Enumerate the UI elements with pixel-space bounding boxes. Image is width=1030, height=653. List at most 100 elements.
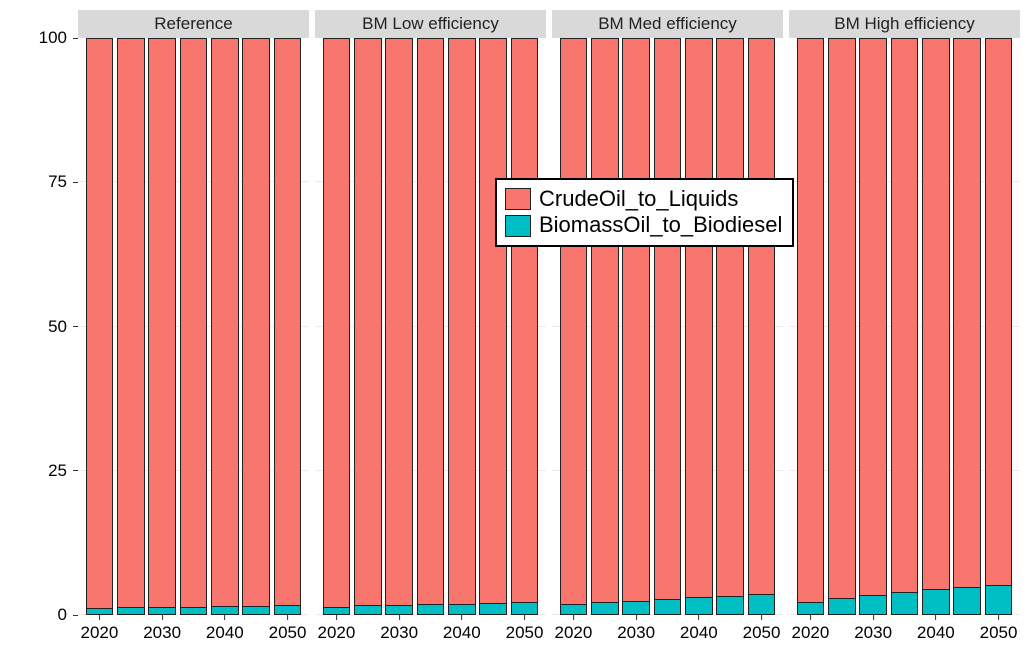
bar-segment-biomass: [654, 600, 682, 615]
bar-segment-biomass: [953, 588, 981, 615]
bar-slot: [352, 38, 383, 615]
bar-segment-crude: [985, 38, 1013, 586]
bar-segment-crude: [274, 38, 302, 606]
facet-plot-area: [315, 38, 546, 615]
legend-key: [505, 188, 531, 210]
x-tick-mark: [935, 615, 936, 620]
stacked-bar: [86, 38, 114, 615]
facet-panel: BM High efficiency: [789, 10, 1020, 615]
bar-segment-crude: [511, 38, 539, 603]
bar-segment-crude: [828, 38, 856, 599]
facet-panels: ReferenceBM Low efficiencyBM Med efficie…: [78, 10, 1020, 615]
bar-slot: [620, 38, 651, 615]
y-tick-label: 75: [48, 172, 67, 192]
y-tick: 25: [38, 461, 78, 481]
bar-slot: [920, 38, 951, 615]
x-tick: 2050: [980, 615, 1018, 643]
stacked-bar: [511, 38, 539, 615]
x-tick-label: 2030: [854, 623, 892, 643]
bar-segment-crude: [117, 38, 145, 608]
bars-group: [552, 38, 783, 615]
x-tick-label: 2050: [980, 623, 1018, 643]
x-axis-panel: 2020203020402050: [78, 615, 309, 653]
x-tick: 2030: [854, 615, 892, 643]
bar-segment-crude: [748, 38, 776, 595]
bar-slot: [715, 38, 746, 615]
bar-segment-crude: [323, 38, 351, 607]
y-tick: 75: [38, 172, 78, 192]
bar-segment-crude: [448, 38, 476, 605]
facet-strip-label: Reference: [78, 10, 309, 38]
x-tick-mark: [336, 615, 337, 620]
y-tick-label: 25: [48, 461, 67, 481]
bar-segment-crude: [622, 38, 650, 602]
bar-slot: [589, 38, 620, 615]
bar-segment-biomass: [511, 603, 539, 615]
stacked-bar: [891, 38, 919, 615]
bar-slot: [146, 38, 177, 615]
legend-row: BiomassOil_to_Biodiesel: [505, 212, 782, 238]
x-tick-label: 2020: [555, 623, 593, 643]
stacked-bar: [685, 38, 713, 615]
y-tick-label: 0: [58, 605, 67, 625]
bar-segment-crude: [685, 38, 713, 598]
stacked-bar: [479, 38, 507, 615]
x-tick-label: 2040: [917, 623, 955, 643]
stacked-bar: [180, 38, 208, 615]
bar-segment-biomass: [148, 608, 176, 616]
stacked-bar: [591, 38, 619, 615]
bar-segment-crude: [86, 38, 114, 609]
stacked-bar: [797, 38, 825, 615]
x-axis-panel: 2020203020402050: [789, 615, 1020, 653]
stacked-bar: [953, 38, 981, 615]
bar-segment-biomass: [242, 607, 270, 615]
stacked-bar: [323, 38, 351, 615]
x-tick-mark: [810, 615, 811, 620]
bar-segment-biomass: [828, 599, 856, 615]
bar-segment-crude: [922, 38, 950, 590]
x-tick-label: 2050: [743, 623, 781, 643]
stacked-bar: [448, 38, 476, 615]
bar-slot: [683, 38, 714, 615]
stacked-bar: [716, 38, 744, 615]
bar-slot: [746, 38, 777, 615]
bar-segment-crude: [797, 38, 825, 603]
facet-plot-area: [78, 38, 309, 615]
bar-slot: [509, 38, 540, 615]
bar-segment-biomass: [180, 608, 208, 616]
x-tick: 2040: [443, 615, 481, 643]
bar-segment-crude: [891, 38, 919, 592]
x-tick-label: 2020: [318, 623, 356, 643]
bar-segment-biomass: [685, 598, 713, 615]
legend: CrudeOil_to_LiquidsBiomassOil_to_Biodies…: [495, 178, 794, 247]
y-tick-label: 50: [48, 317, 67, 337]
stacked-bar: [242, 38, 270, 615]
bar-slot: [383, 38, 414, 615]
x-tick-mark: [573, 615, 574, 620]
bar-segment-biomass: [716, 597, 744, 615]
stacked-bar: [148, 38, 176, 615]
stacked-bar: [560, 38, 588, 615]
bar-slot: [209, 38, 240, 615]
stacked-bar: [922, 38, 950, 615]
facet-strip-label: BM High efficiency: [789, 10, 1020, 38]
legend-label: BiomassOil_to_Biodiesel: [539, 212, 782, 238]
stacked-bar: [985, 38, 1013, 615]
x-tick-mark: [873, 615, 874, 620]
x-tick: 2030: [143, 615, 181, 643]
x-tick-mark: [998, 615, 999, 620]
x-axis: 2020203020402050202020302040205020202030…: [78, 615, 1020, 653]
bar-segment-biomass: [797, 603, 825, 615]
y-axis: 0255075100: [38, 38, 78, 615]
x-tick-mark: [99, 615, 100, 620]
bar-slot: [446, 38, 477, 615]
bar-segment-crude: [211, 38, 239, 607]
stacked-bar: [828, 38, 856, 615]
x-tick-mark: [162, 615, 163, 620]
stacked-bar: [859, 38, 887, 615]
x-tick-label: 2040: [680, 623, 718, 643]
bar-slot: [558, 38, 589, 615]
bar-slot: [272, 38, 303, 615]
x-tick-mark: [287, 615, 288, 620]
stacked-bar: [385, 38, 413, 615]
